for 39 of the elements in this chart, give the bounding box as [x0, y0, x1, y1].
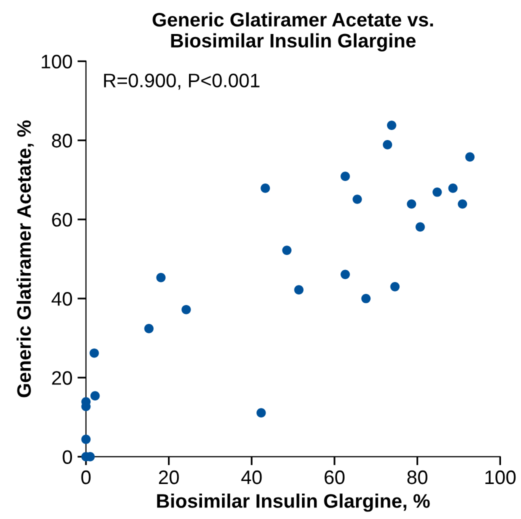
point	[361, 294, 371, 304]
point	[144, 324, 154, 334]
x-tick-label: 40	[241, 470, 262, 484]
y-tick-label: 80	[52, 134, 72, 148]
y-tick-label: 40	[52, 292, 72, 306]
y-axis-title: Generic Glatiramer Acetate, %	[16, 120, 34, 398]
point	[448, 184, 458, 193]
x-tick-label: 60	[324, 470, 345, 484]
point	[256, 408, 266, 418]
y-tick-label: 60	[52, 212, 72, 227]
point	[390, 282, 400, 292]
point	[382, 140, 392, 150]
annotation: R=0.900, P<0.001	[104, 74, 260, 90]
point	[90, 391, 100, 400]
point	[386, 120, 396, 130]
point	[90, 348, 99, 358]
point	[406, 199, 416, 209]
point	[81, 434, 91, 444]
point	[182, 304, 191, 314]
y-tick-label: 20	[52, 371, 72, 385]
point	[465, 152, 475, 162]
x-axis-title: Biosimilar Insulin Glargine, %	[157, 494, 430, 512]
point	[156, 272, 166, 282]
point	[260, 184, 270, 193]
x-tick-label: 20	[158, 470, 179, 484]
point	[458, 199, 468, 209]
x-tick-label: 0	[81, 470, 91, 484]
point	[282, 246, 292, 255]
y-tick-label: 0	[62, 450, 72, 464]
chart-title: Generic Glatiramer Acetate vs. Biosimilar Insulin Glargine	[152, 12, 433, 52]
point	[432, 187, 442, 197]
point	[416, 222, 425, 232]
x-tick-label: 80	[407, 470, 428, 484]
point	[340, 270, 350, 280]
point	[340, 172, 350, 181]
y-tick-label: 100	[42, 54, 72, 68]
point	[352, 194, 362, 204]
x-tick-label: 100	[485, 470, 516, 484]
point	[294, 285, 304, 294]
